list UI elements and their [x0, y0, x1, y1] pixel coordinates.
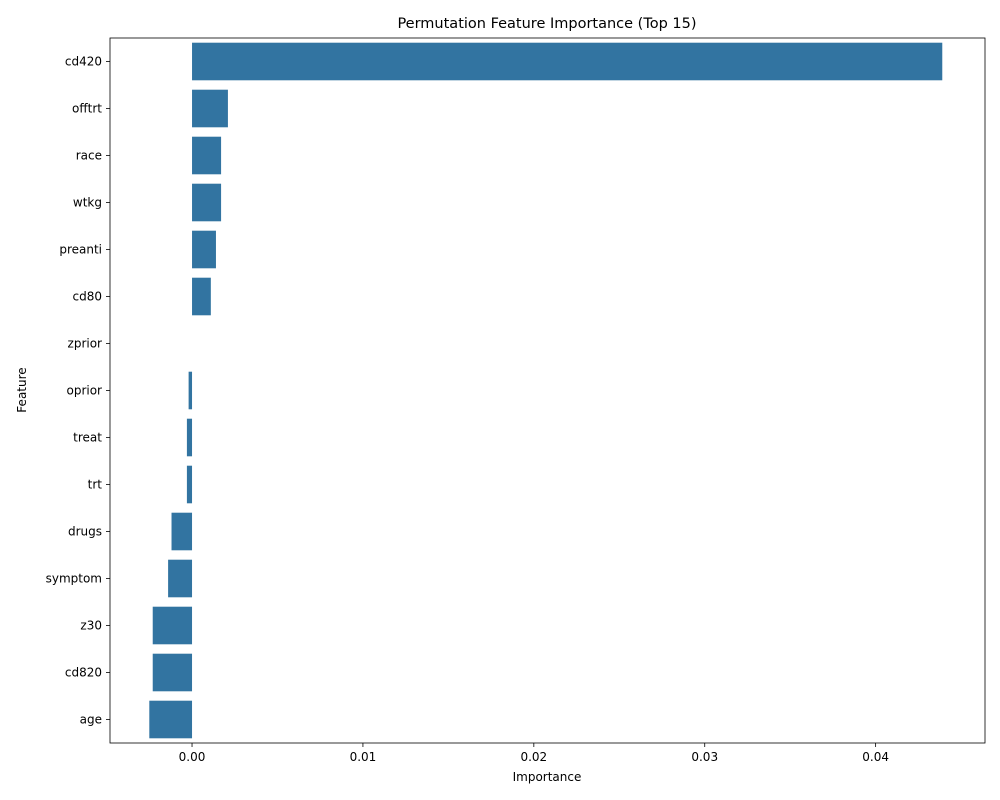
bars-group — [149, 42, 943, 739]
bar-drugs — [171, 512, 193, 551]
y-tick-label: cd820 — [65, 666, 102, 680]
y-tick-label: preanti — [59, 243, 102, 257]
y-tick-label: offtrt — [72, 102, 102, 116]
y-tick-label: z30 — [80, 619, 102, 633]
y-tick-label: treat — [73, 431, 102, 445]
bar-race — [192, 136, 222, 175]
bar-cd80 — [192, 277, 211, 316]
x-tick-label: 0.02 — [520, 750, 547, 764]
x-ticks-group: 0.00 0.01 0.02 0.03 0.04 — [179, 743, 889, 764]
y-tick-label: drugs — [68, 525, 102, 539]
bar-wtkg — [192, 183, 222, 222]
y-axis-label: Feature — [15, 367, 29, 412]
x-tick-label: 0.01 — [350, 750, 377, 764]
y-tick-label: age — [80, 713, 102, 727]
bar-oprior — [188, 371, 193, 410]
chart-title: Permutation Feature Importance (Top 15) — [397, 16, 696, 32]
y-tick-label: zprior — [68, 337, 103, 351]
y-tick-label: cd420 — [65, 55, 102, 69]
bar-symptom — [168, 559, 193, 598]
x-axis-label: Importance — [513, 770, 582, 784]
y-tick-label: oprior — [66, 384, 102, 398]
bar-age — [149, 700, 193, 739]
bar-z30 — [152, 606, 193, 645]
y-tick-label: race — [76, 149, 102, 163]
x-tick-label: 0.00 — [179, 750, 206, 764]
x-tick-label: 0.04 — [862, 750, 889, 764]
bar-trt — [186, 465, 193, 504]
plot-frame — [109, 37, 986, 744]
bar-offtrt — [192, 89, 228, 128]
bar-preanti — [192, 230, 216, 269]
y-tick-label: symptom — [46, 572, 102, 586]
y-tick-label: wtkg — [73, 196, 102, 210]
bar-treat — [186, 418, 193, 457]
y-tick-label: trt — [88, 478, 103, 492]
x-tick-label: 0.03 — [691, 750, 718, 764]
y-ticks-group: cd420 offtrt race wtkg preanti cd80 zprior opri… — [46, 55, 110, 727]
bar-cd420 — [192, 42, 943, 81]
bar-cd820 — [152, 653, 193, 692]
y-tick-label: cd80 — [73, 290, 102, 304]
